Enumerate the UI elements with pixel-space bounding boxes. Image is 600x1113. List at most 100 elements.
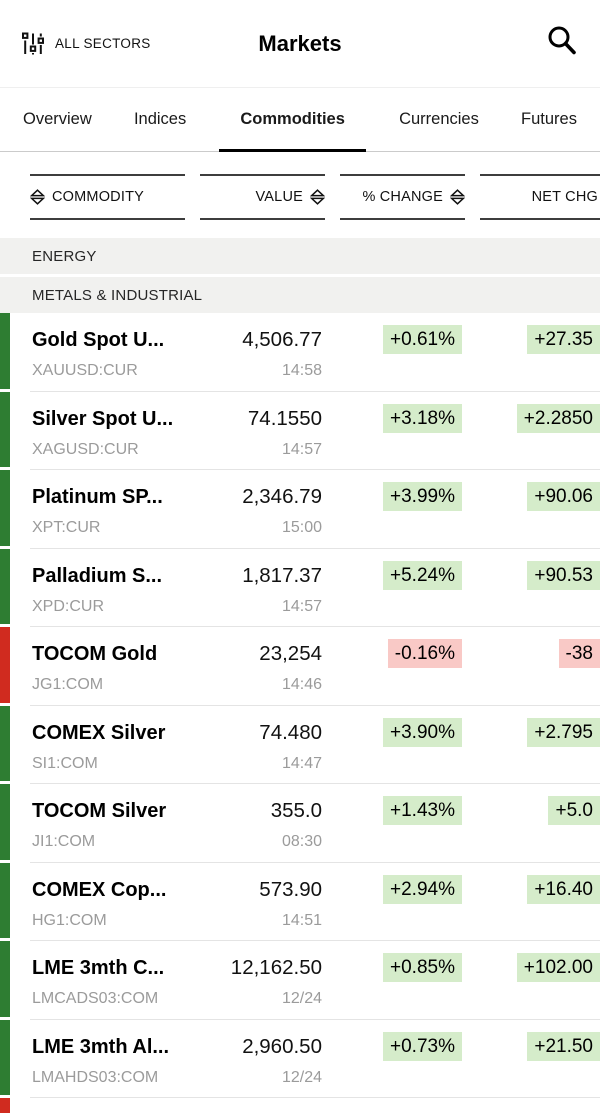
direction-bar: [0, 627, 10, 703]
instrument-row[interactable]: Platinum SP... XPT:CUR 2,346.79 15:00 +3…: [0, 470, 600, 549]
column-header-commodity[interactable]: COMMODITY: [30, 174, 185, 220]
instrument-value: 355.0: [270, 799, 322, 822]
net-change-badge: +90.53: [527, 560, 600, 590]
tab-futures[interactable]: Futures: [521, 110, 577, 128]
net-change-badge: +5.0: [548, 796, 600, 825]
partial-next-row[interactable]: [0, 1098, 600, 1113]
instrument-ticker: XPT:CUR: [32, 519, 101, 536]
pct-change-badge: +0.85%: [383, 953, 462, 982]
instrument-name: Platinum SP...: [32, 486, 163, 508]
column-header-net-chg[interactable]: NET CHG: [480, 174, 600, 220]
column-label-commodity: COMMODITY: [52, 189, 145, 205]
tab-bar: Overview Indices Commodities Currencies …: [0, 88, 600, 152]
net-change-badge: +16.40: [527, 874, 600, 904]
instrument-row[interactable]: TOCOM Gold JG1:COM 23,254 14:46 -0.16% -…: [0, 627, 600, 706]
instrument-row[interactable]: COMEX Cop... HG1:COM 573.90 14:51 +2.94%…: [0, 862, 600, 941]
direction-bar: [0, 941, 10, 1017]
net-change-badge: +2.795: [527, 717, 600, 747]
instrument-value: 1,817.37: [242, 563, 322, 587]
column-header-pct-change[interactable]: % CHANGE: [340, 174, 465, 220]
instrument-row[interactable]: LME 3mth C... LMCADS03:COM 12,162.50 12/…: [0, 941, 600, 1020]
all-sectors-filter-button[interactable]: ALL SECTORS: [20, 31, 151, 57]
instrument-ticker: XPD:CUR: [32, 597, 105, 615]
tab-overview[interactable]: Overview: [23, 110, 92, 128]
sliders-icon: [20, 31, 46, 57]
sort-arrows-icon: [310, 189, 325, 205]
instrument-row[interactable]: Palladium S... XPD:CUR 1,817.37 14:57 +5…: [0, 548, 600, 627]
instrument-name: Silver Spot U...: [32, 407, 174, 430]
instrument-value: 23,254: [259, 642, 322, 665]
direction-bar: [0, 1098, 10, 1113]
instrument-timestamp: 08:30: [281, 833, 322, 850]
pct-change-badge: +5.24%: [383, 560, 462, 590]
pct-change-badge: +3.18%: [383, 403, 462, 433]
pct-change-badge: +0.61%: [383, 325, 462, 354]
net-change-badge: +2.2850: [516, 403, 600, 433]
section-header-metals-industrial: METALS & INDUSTRIAL: [0, 277, 600, 313]
instrument-name: LME 3mth Al...: [32, 1035, 170, 1058]
instrument-list: Gold Spot U... XAUUSD:CUR 4,506.77 14:58…: [0, 313, 600, 1098]
pct-change-badge: +1.43%: [383, 796, 462, 825]
instrument-ticker: XAGUSD:CUR: [32, 440, 139, 458]
section-header-energy: ENERGY: [0, 238, 600, 274]
pct-change-badge: -0.16%: [387, 639, 462, 668]
instrument-name: TOCOM Gold: [32, 643, 158, 665]
instrument-ticker: JI1:COM: [32, 833, 96, 850]
search-button[interactable]: [544, 23, 580, 64]
net-change-badge: +21.50: [527, 1031, 600, 1061]
instrument-value: 4,506.77: [242, 328, 322, 351]
instrument-name: LME 3mth C...: [32, 957, 165, 979]
search-icon: [544, 23, 580, 64]
instrument-value: 2,346.79: [242, 485, 322, 508]
instrument-ticker: JG1:COM: [32, 676, 104, 693]
sort-arrows-icon: [450, 189, 465, 205]
pct-change-badge: +0.73%: [383, 1031, 462, 1061]
instrument-ticker: HG1:COM: [32, 911, 107, 929]
instrument-row[interactable]: COMEX Silver SI1:COM 74.480 14:47 +3.90%…: [0, 705, 600, 784]
net-change-badge: +27.35: [527, 325, 600, 354]
column-header-value[interactable]: VALUE: [200, 174, 325, 220]
instrument-ticker: LMCADS03:COM: [32, 990, 159, 1007]
pct-change-badge: +2.94%: [383, 874, 462, 904]
instrument-name: COMEX Silver: [32, 721, 166, 744]
app-header: ALL SECTORS Markets: [0, 0, 600, 88]
instrument-timestamp: 14:51: [281, 911, 322, 929]
pct-change-badge: +3.90%: [383, 717, 462, 747]
net-change-badge: -38: [558, 639, 600, 668]
instrument-value: 2,960.50: [242, 1034, 322, 1058]
instrument-timestamp: 12/24: [281, 990, 322, 1007]
direction-bar: [0, 391, 10, 467]
instrument-row[interactable]: Gold Spot U... XAUUSD:CUR 4,506.77 14:58…: [0, 313, 600, 392]
column-label-net-chg: NET CHG: [531, 189, 598, 205]
instrument-value: 12,162.50: [230, 956, 322, 979]
direction-bar: [0, 1019, 10, 1095]
instrument-name: COMEX Cop...: [32, 878, 167, 901]
instrument-row[interactable]: LME 3mth Al... LMAHDS03:COM 2,960.50 12/…: [0, 1019, 600, 1098]
instrument-name: Palladium S...: [32, 564, 163, 587]
table-header: COMMODITY VALUE % CHANGE NET CHG: [0, 152, 600, 238]
tab-commodities[interactable]: Commodities: [219, 88, 366, 152]
column-label-pct-change: % CHANGE: [362, 189, 443, 205]
instrument-ticker: XAUUSD:CUR: [32, 362, 138, 379]
sort-arrows-icon: [30, 189, 45, 205]
instrument-name: TOCOM Silver: [32, 800, 167, 822]
instrument-timestamp: 12/24: [281, 1068, 322, 1086]
instrument-timestamp: 14:57: [281, 597, 322, 615]
instrument-row[interactable]: TOCOM Silver JI1:COM 355.0 08:30 +1.43% …: [0, 784, 600, 863]
instrument-timestamp: 15:00: [281, 519, 322, 536]
instrument-timestamp: 14:57: [281, 440, 322, 458]
instrument-value: 573.90: [259, 877, 322, 901]
instrument-timestamp: 14:47: [281, 754, 322, 772]
direction-bar: [0, 313, 10, 389]
tab-currencies[interactable]: Currencies: [399, 110, 479, 128]
column-label-value: VALUE: [255, 189, 303, 205]
all-sectors-label: ALL SECTORS: [55, 36, 151, 51]
direction-bar: [0, 470, 10, 546]
instrument-value: 74.1550: [247, 406, 322, 430]
tab-indices[interactable]: Indices: [133, 110, 187, 128]
direction-bar: [0, 784, 10, 860]
instrument-row[interactable]: Silver Spot U... XAGUSD:CUR 74.1550 14:5…: [0, 391, 600, 470]
direction-bar: [0, 548, 10, 624]
direction-bar: [0, 705, 10, 781]
